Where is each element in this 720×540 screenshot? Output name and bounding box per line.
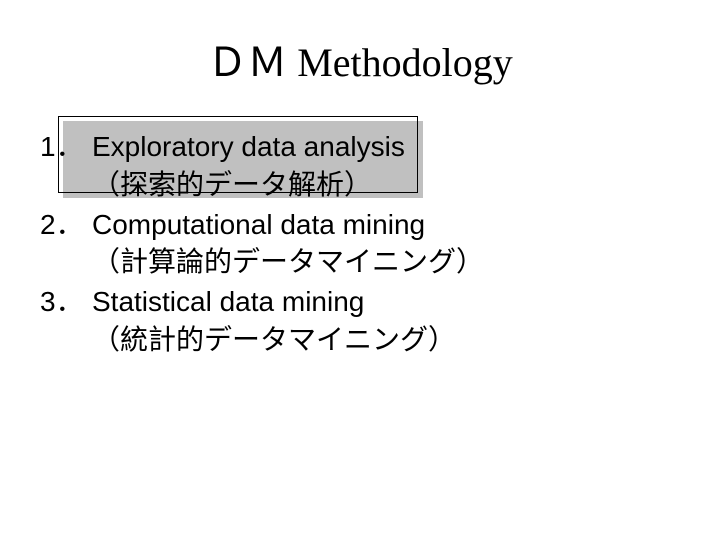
- list-item: Computational data mining （計算論的データマイニング）: [40, 206, 690, 282]
- list-item: Exploratory data analysis （探索的データ解析）: [40, 128, 690, 204]
- item-en: Exploratory data analysis: [92, 131, 405, 162]
- slide: ＤＭ Methodology Exploratory data analysis…: [0, 0, 720, 540]
- item-jp: （統計的データマイニング）: [92, 321, 690, 359]
- list-item: Statistical data mining （統計的データマイニング）: [40, 283, 690, 359]
- item-jp: （探索的データ解析）: [92, 166, 690, 204]
- item-en: Computational data mining: [92, 209, 425, 240]
- list-wrap: Exploratory data analysis （探索的データ解析） Com…: [30, 128, 690, 359]
- slide-title: ＤＭ Methodology: [30, 30, 690, 88]
- methodology-list: Exploratory data analysis （探索的データ解析） Com…: [30, 128, 690, 359]
- item-jp: （計算論的データマイニング）: [92, 243, 690, 281]
- item-en: Statistical data mining: [92, 286, 364, 317]
